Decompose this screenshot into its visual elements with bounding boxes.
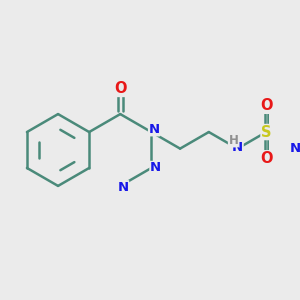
Text: N: N [232,141,243,154]
Text: O: O [260,98,272,113]
Text: S: S [261,124,272,140]
Text: O: O [260,151,272,166]
Text: N: N [118,181,129,194]
Text: N: N [148,123,160,136]
Text: N: N [150,161,161,175]
Text: N: N [290,142,300,155]
Text: O: O [114,81,127,96]
Text: H: H [228,134,238,147]
